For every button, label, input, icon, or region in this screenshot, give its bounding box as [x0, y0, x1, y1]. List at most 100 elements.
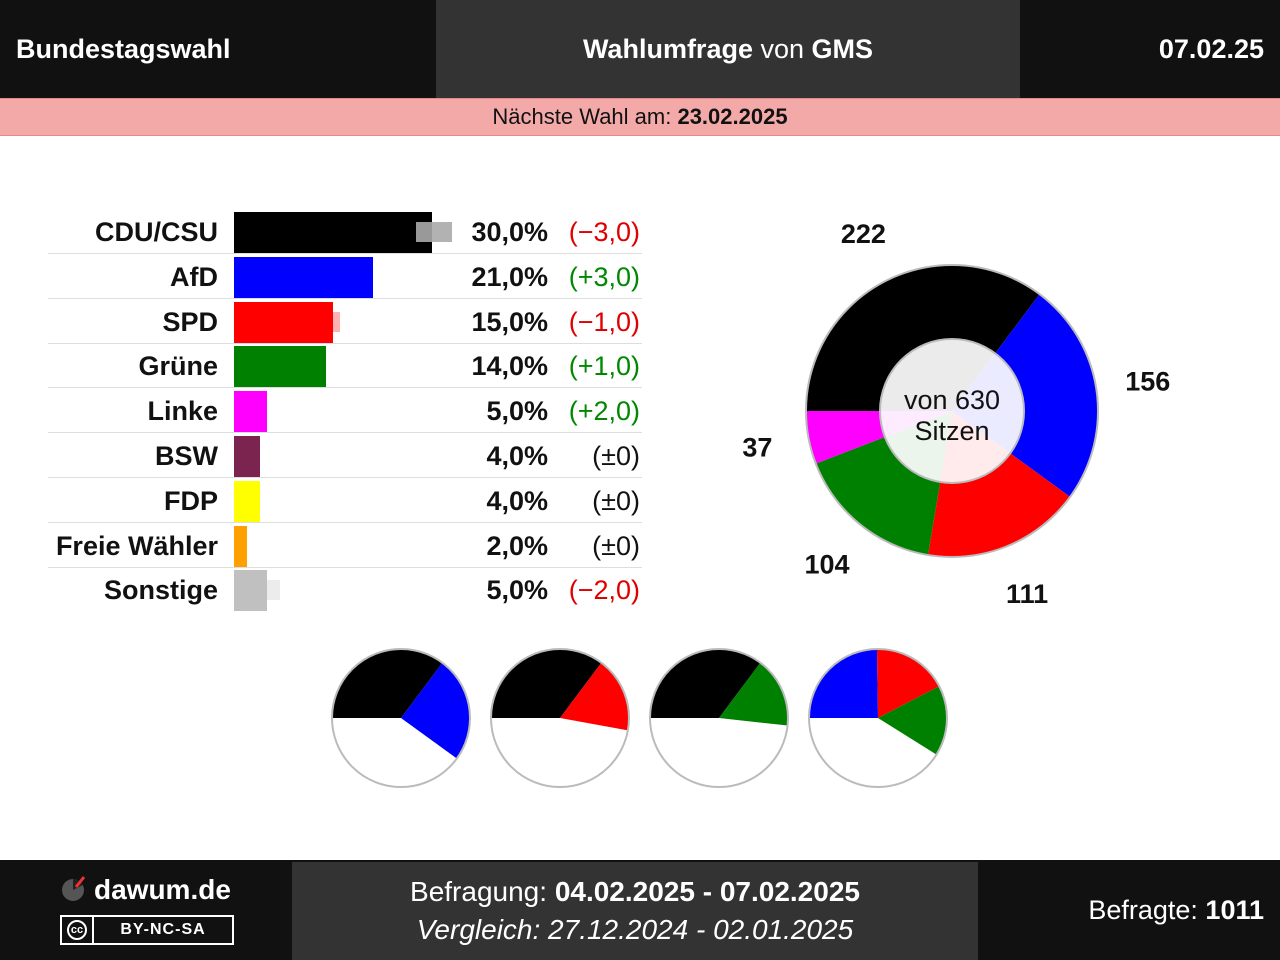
party-name: SPD — [162, 306, 218, 337]
seat-count-label: 156 — [1125, 366, 1170, 396]
coalition-slice — [401, 662, 470, 759]
party-bar — [234, 480, 261, 522]
poll-title-main: Wahlumfrage — [582, 34, 753, 64]
survey-label: Befragung: — [410, 876, 555, 907]
party-row: Linke 5,0% (+2,0) — [48, 389, 642, 434]
coalition-slice — [560, 662, 629, 731]
party-value-label: 2,0% — [486, 530, 548, 561]
respondents-count: 1011 — [1205, 895, 1264, 925]
previous-value-marker — [303, 311, 340, 332]
party-row: CDU/CSU 30,0% (−3,0) — [48, 210, 642, 254]
party-value-label: 30,0% — [471, 217, 548, 247]
previous-value-marker — [248, 446, 261, 466]
coalition-pie-outline — [331, 648, 471, 788]
poll-date: 07.02.25 — [1158, 34, 1264, 64]
party-change-label: (±0) — [592, 441, 640, 471]
party-value-label: 15,0% — [471, 306, 548, 337]
party-change-label: (+3,0) — [568, 261, 640, 292]
party-bar — [234, 570, 267, 612]
previous-value-marker — [235, 535, 248, 556]
site-logo[interactable]: dawum.de — [60, 874, 231, 906]
coalition-slice — [332, 649, 443, 718]
poll-institute: GMS — [811, 34, 874, 64]
party-name: CDU/CSU — [94, 217, 218, 247]
party-name: Linke — [147, 396, 218, 427]
party-bar — [234, 212, 432, 253]
coalition-slice — [719, 662, 788, 726]
party-row: Grüne 14,0% (+1,0) — [48, 344, 642, 389]
respondents-label: Befragte: — [1088, 895, 1206, 925]
seat-chart-center — [879, 338, 1025, 484]
party-row: AfD 21,0% (+3,0) — [48, 255, 642, 299]
coalition-slice — [878, 686, 947, 755]
next-election-label: Nächste Wahl am: — [492, 104, 678, 129]
next-election-date: 23.02.2025 — [677, 104, 788, 129]
footer: dawum.de cc BY-NC-SA Befragung: 04.02.20… — [0, 860, 1280, 960]
party-change-label: (−1,0) — [568, 306, 640, 337]
previous-value-marker — [316, 266, 353, 287]
party-bar — [234, 525, 248, 567]
respondents: Befragte: 1011 — [1088, 860, 1264, 960]
coalition-slice — [491, 649, 602, 718]
previous-value-marker — [241, 401, 254, 422]
survey-range: 04.02.2025 - 07.02.2025 — [554, 876, 860, 907]
survey-period: Befragung: 04.02.2025 - 07.02.2025 — [292, 876, 978, 908]
party-name: Sonstige — [103, 575, 218, 606]
party-row: Sonstige 5,0% (−2,0) — [48, 568, 642, 612]
previous-value-marker — [248, 490, 261, 511]
seat-chart-outline — [805, 264, 1099, 558]
party-name: AfD — [170, 261, 218, 292]
party-value-label: 14,0% — [471, 351, 548, 382]
comparison-period: Vergleich: 27.12.2024 - 02.01.2025 — [416, 914, 854, 945]
seat-count-label: 104 — [804, 550, 849, 580]
party-change-label: (−3,0) — [568, 217, 640, 247]
party-change-label: (±0) — [592, 530, 640, 561]
party-bar — [234, 436, 261, 477]
party-bar — [234, 256, 373, 298]
site-name: dawum.de — [94, 874, 231, 905]
license-badge[interactable]: cc BY-NC-SA — [60, 915, 234, 945]
party-bar — [234, 301, 333, 343]
previous-value-marker — [289, 356, 320, 377]
seat-slice — [806, 265, 1040, 411]
party-name: Freie Wähler — [55, 530, 218, 561]
party-row: BSW 4,0% (±0) — [48, 434, 642, 478]
coalition-slice — [809, 649, 878, 718]
seat-count-label: 37 — [742, 432, 772, 462]
coalition-slice — [650, 649, 761, 718]
poll-title-von: von — [752, 34, 812, 64]
header: Bundestagswahl Wahlumfrage von GMS 07.02… — [0, 0, 1280, 98]
party-name: FDP — [164, 485, 218, 516]
total-seats-label: von 630 — [904, 385, 1000, 415]
party-change-label: (±0) — [592, 485, 640, 516]
seat-count-label: 111 — [1006, 579, 1048, 609]
previous-value-marker — [415, 222, 452, 242]
creative-commons-icon: cc — [62, 917, 92, 943]
party-row: FDP 4,0% (±0) — [48, 479, 642, 523]
party-value-label: 5,0% — [486, 396, 548, 427]
party-change-label: (+2,0) — [568, 396, 640, 427]
party-row: Freie Wähler 2,0% (±0) — [48, 524, 642, 568]
coalition-pie-outline — [808, 648, 948, 788]
party-value-label: 5,0% — [486, 575, 548, 606]
previous-value-marker — [264, 580, 281, 601]
party-value-label: 4,0% — [486, 485, 548, 516]
coalition-pie-outline — [490, 648, 630, 788]
coalition-pie-outline — [649, 648, 789, 788]
party-change-label: (−2,0) — [568, 575, 640, 606]
seat-count-label: 222 — [841, 219, 886, 249]
party-bar — [234, 391, 267, 433]
party-change-label: (+1,0) — [568, 351, 640, 382]
party-row: SPD 15,0% (−1,0) — [48, 300, 642, 344]
seats-word-label: Sitzen — [914, 416, 989, 446]
dawum-logo-icon — [62, 876, 86, 901]
poll-title: Wahlumfrage von GMS — [436, 0, 1020, 98]
seat-slice — [952, 294, 1098, 497]
coalition-slice — [876, 649, 940, 718]
party-name: BSW — [155, 441, 218, 471]
license-text: BY-NC-SA — [94, 917, 232, 943]
party-value-label: 21,0% — [471, 261, 548, 292]
coalition-charts — [331, 648, 948, 788]
survey-period-panel: Befragung: 04.02.2025 - 07.02.2025 Vergl… — [292, 862, 978, 960]
